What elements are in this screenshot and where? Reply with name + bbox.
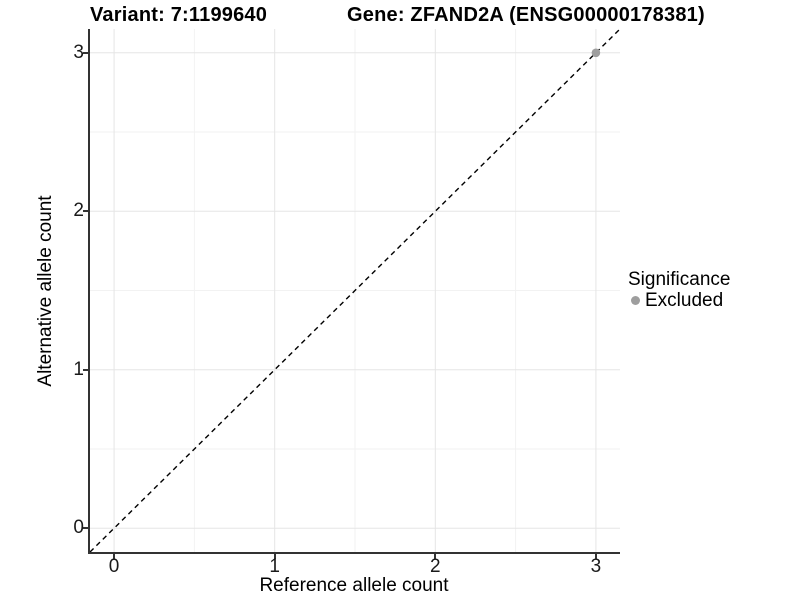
x-axis-tick-mark [594, 554, 597, 559]
y-axis-tick-label: 0 [73, 517, 84, 539]
y-axis-tick-mark [83, 527, 88, 530]
x-axis-tick-mark [113, 554, 116, 559]
legend: Significance Excluded [628, 270, 730, 310]
y-axis-tick-label: 1 [73, 358, 84, 380]
plot-title-variant: Variant: 7:1199640 [90, 4, 268, 26]
plot-title-gene: Gene: ZFAND2A (ENSG00000178381) [347, 4, 705, 26]
plot-canvas [90, 29, 620, 552]
y-axis-tick-mark [83, 368, 88, 371]
legend-title: Significance [628, 269, 731, 290]
y-axis-tick-label: 2 [73, 200, 84, 222]
x-axis-tick-mark [434, 554, 437, 559]
x-axis-title: Reference allele count [259, 575, 449, 596]
x-axis-tick-label: 2 [430, 556, 441, 577]
plot-panel [88, 29, 620, 554]
x-axis-tick-label: 0 [108, 556, 120, 577]
y-axis-tick-mark [83, 210, 88, 213]
x-axis-tick-mark [273, 554, 276, 559]
identity-line [90, 29, 620, 552]
legend-entry-label: Excluded [645, 290, 724, 311]
data-point [591, 48, 601, 58]
legend-entry-excluded: Excluded [628, 291, 730, 310]
y-axis-tick-label: 3 [73, 41, 84, 63]
x-axis-tick-label: 3 [590, 556, 602, 577]
y-axis-title: Alternative allele count [35, 195, 56, 387]
legend-point-icon [631, 296, 640, 305]
y-axis-tick-mark [83, 51, 88, 54]
x-axis-tick-label: 1 [269, 556, 280, 577]
